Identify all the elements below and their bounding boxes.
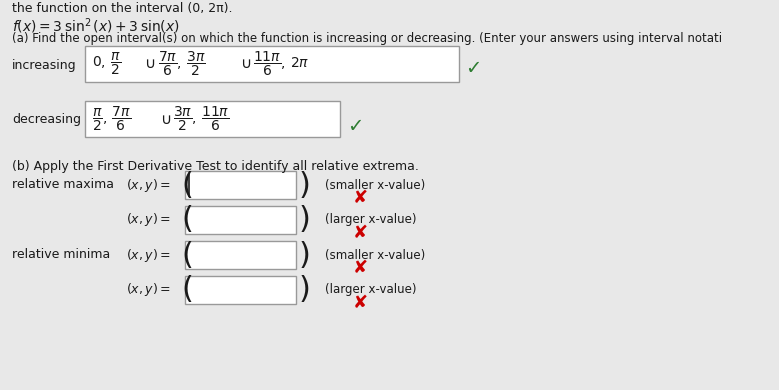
Text: (: (	[181, 206, 193, 234]
Text: ✓: ✓	[347, 117, 363, 135]
Text: ✘: ✘	[353, 224, 368, 242]
Text: $\cup$: $\cup$	[240, 57, 251, 71]
Text: $\dfrac{3\pi}{2},\,\dfrac{11\pi}{6}$: $\dfrac{3\pi}{2},\,\dfrac{11\pi}{6}$	[173, 105, 230, 133]
FancyBboxPatch shape	[185, 241, 295, 269]
Text: (smaller x-value): (smaller x-value)	[325, 179, 425, 191]
Text: (a) Find the open interval(s) on which the function is increasing or decreasing.: (a) Find the open interval(s) on which t…	[12, 32, 722, 45]
Text: $0,\,\dfrac{\pi}{2}$: $0,\,\dfrac{\pi}{2}$	[92, 51, 121, 77]
Text: ✘: ✘	[353, 189, 368, 207]
Text: ): )	[299, 241, 311, 269]
Text: $(x, y) =$: $(x, y) =$	[125, 246, 171, 264]
Text: $\cup$: $\cup$	[160, 112, 171, 126]
Text: ): )	[299, 206, 311, 234]
Text: $(x, y) =$: $(x, y) =$	[125, 282, 171, 298]
Text: ): )	[299, 275, 311, 305]
Text: (: (	[181, 241, 193, 269]
Text: (larger x-value): (larger x-value)	[325, 213, 416, 227]
FancyBboxPatch shape	[185, 171, 295, 199]
Text: $\dfrac{11\pi}{6},\,2\pi$: $\dfrac{11\pi}{6},\,2\pi$	[253, 50, 309, 78]
Text: decreasing: decreasing	[12, 113, 81, 126]
Text: (smaller x-value): (smaller x-value)	[325, 248, 425, 262]
Text: ✘: ✘	[353, 259, 368, 277]
FancyBboxPatch shape	[85, 101, 340, 137]
Text: $\dfrac{7\pi}{6},\,\dfrac{3\pi}{2}$: $\dfrac{7\pi}{6},\,\dfrac{3\pi}{2}$	[158, 50, 206, 78]
Text: ✓: ✓	[466, 58, 482, 78]
FancyBboxPatch shape	[85, 46, 459, 82]
Text: $\cup$: $\cup$	[144, 57, 156, 71]
Text: relative minima: relative minima	[12, 248, 110, 262]
Text: $f(x) = 3\,\sin^2(x) + 3\,\sin(x)$: $f(x) = 3\,\sin^2(x) + 3\,\sin(x)$	[12, 16, 180, 35]
Text: ): )	[299, 170, 311, 200]
Text: (b) Apply the First Derivative Test to identify all relative extrema.: (b) Apply the First Derivative Test to i…	[12, 160, 419, 173]
Text: (larger x-value): (larger x-value)	[325, 284, 416, 296]
Text: (: (	[181, 275, 193, 305]
Text: $(x, y) =$: $(x, y) =$	[125, 211, 171, 229]
Text: $\dfrac{\pi}{2},\,\dfrac{7\pi}{6}$: $\dfrac{\pi}{2},\,\dfrac{7\pi}{6}$	[92, 105, 131, 133]
Text: relative maxima: relative maxima	[12, 179, 114, 191]
Text: the function on the interval (0, 2π).: the function on the interval (0, 2π).	[12, 2, 232, 15]
Text: ✘: ✘	[353, 294, 368, 312]
Text: $(x, y) =$: $(x, y) =$	[125, 177, 171, 193]
FancyBboxPatch shape	[185, 276, 295, 304]
Text: increasing: increasing	[12, 58, 76, 71]
Text: (: (	[181, 170, 193, 200]
FancyBboxPatch shape	[185, 206, 295, 234]
